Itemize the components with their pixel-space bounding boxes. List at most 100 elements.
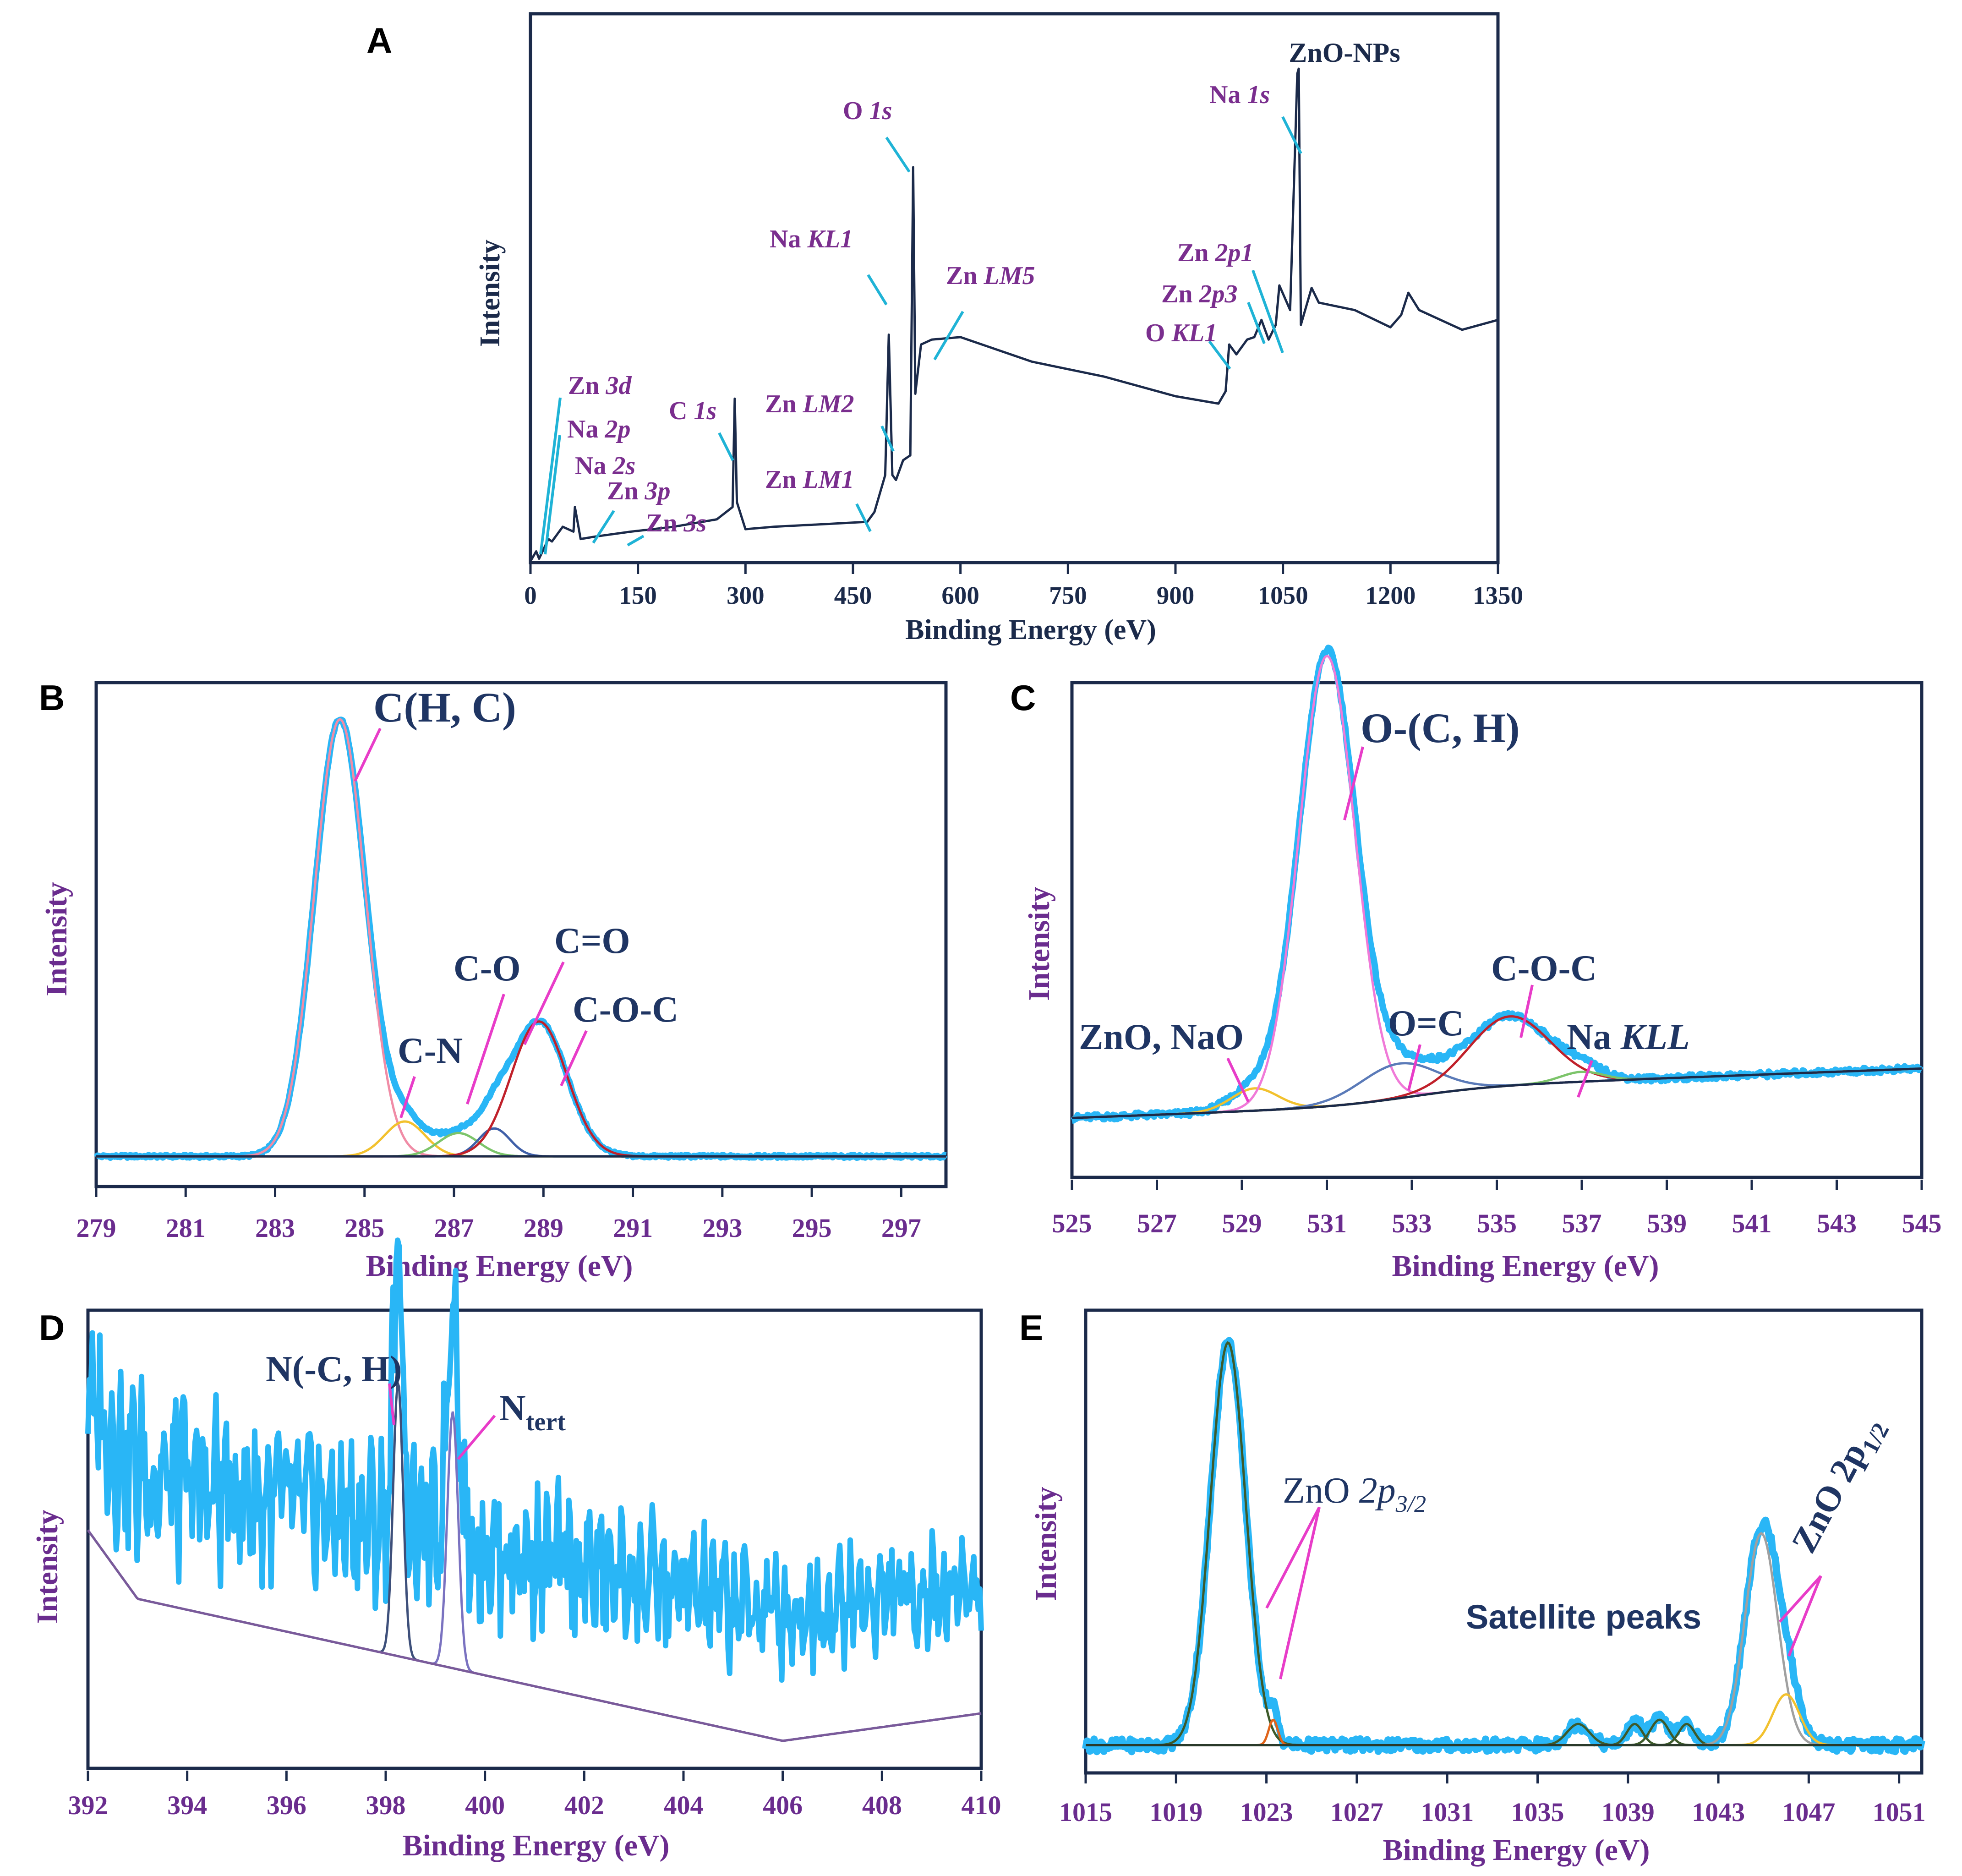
peak-label-zn-2p1: Zn 2p1 [1177, 239, 1254, 267]
x-tick-label: 285 [344, 1213, 384, 1243]
peak-label-zno-2p32-sub: 3/2 [1395, 1491, 1426, 1517]
peak-label-c-o-c: C-O-C [573, 990, 678, 1030]
leader-c-h-c [354, 727, 382, 782]
peak-label-o-1s: O 1s [843, 97, 892, 125]
peak-label-n-tert-base: N [499, 1388, 526, 1428]
peak-element: Na [567, 415, 598, 443]
peak-label-zno-2p12: ZnO 2p1/2 [1783, 1409, 1894, 1562]
peak-element: Na [1209, 81, 1241, 109]
panel-letter-a: A [366, 20, 392, 60]
panel-c-y-axis-label: Intensity [1022, 886, 1056, 1001]
leader-zn-lm2 [880, 425, 895, 452]
baseline-line [87, 1529, 982, 1742]
peak-label-na-1s: Na 1s [1209, 81, 1270, 109]
measured-envelope-line [85, 1237, 984, 1683]
leader-zno-2p12-a [1778, 1575, 1822, 1623]
leader-zn-3d [539, 397, 562, 555]
x-tick-label: 281 [166, 1213, 206, 1243]
leader-o-eq-c [1407, 1044, 1421, 1091]
peak-element: Zn [765, 465, 797, 494]
leader-c-o-c-o1s [1519, 984, 1534, 1038]
panel-c-o1s-chart: C Binding Energy (eV) Intensity 525 527 52… [1010, 645, 1942, 1283]
peak-orbital: KL1 [807, 225, 853, 253]
x-tick-label: 1019 [1149, 1797, 1202, 1827]
x-tick-label: 1035 [1511, 1797, 1564, 1827]
x-tick-label: 392 [68, 1790, 108, 1820]
x-tick-label: 600 [941, 581, 979, 609]
x-tick-label: 398 [366, 1790, 406, 1820]
panel-b-x-ticks: 279 281 283 285 287 289 291 293 295 297 [77, 1187, 921, 1243]
panel-b-c1s-chart: B Binding Energy (eV) Intensity 279 281 28… [39, 678, 948, 1283]
peak-orbital: 3s [683, 509, 707, 537]
peak-element: Zn [607, 477, 639, 505]
peak-element: Zn [946, 262, 978, 290]
x-tick-label: 283 [255, 1213, 295, 1243]
peak-label-zn-3s: Zn 3s [646, 509, 706, 537]
panel-b-fit-components [93, 716, 948, 1161]
x-tick-label: 1027 [1330, 1797, 1383, 1827]
x-tick-label: 545 [1902, 1209, 1942, 1238]
peak-orbital: 3d [606, 372, 632, 400]
peak-label-c-o-c-o1s: C-O-C [1491, 948, 1597, 989]
leader-zn-3s [627, 535, 645, 547]
peak-label-n-tert: Ntert [499, 1388, 566, 1436]
x-tick-label: 539 [1647, 1209, 1687, 1238]
peak-label-o-eq-c: O=C [1388, 1003, 1464, 1044]
leader-na-kll [1577, 1060, 1593, 1098]
x-tick-label: 1051 [1873, 1797, 1926, 1827]
x-tick-label: 394 [167, 1790, 207, 1820]
leader-zn-3p [592, 510, 615, 544]
panel-b-y-axis-label: Intensity [40, 882, 73, 996]
panel-letter-b: B [39, 678, 65, 718]
panel-a-x-ticks: 0 150 300 450 600 750 900 1050 1200 1350 [524, 563, 1523, 609]
panel-e-fit-components [1082, 1337, 1925, 1756]
peak-label-c-1s: C 1s [669, 397, 716, 425]
leader-c-o-c [560, 1030, 588, 1087]
peak-label-zno-2p32: ZnO 2p3/2 [1283, 1471, 1426, 1517]
leader-o-c-h [1343, 746, 1364, 820]
leader-n-c-h [388, 1383, 395, 1425]
x-tick-label: 1200 [1365, 581, 1415, 609]
x-tick-label: 1350 [1473, 581, 1523, 609]
leader-zno-2p12-b [1787, 1575, 1822, 1657]
leader-c-n [399, 1076, 416, 1118]
panel-a-survey-line [529, 67, 1498, 562]
panel-e-x-ticks: 1015 1019 1023 1027 1031 1035 1039 1043 1047 1051 [1059, 1773, 1926, 1827]
peak-orbital: KL1 [1171, 319, 1218, 347]
x-tick-label: 408 [862, 1790, 902, 1820]
x-tick-label: 1015 [1059, 1797, 1112, 1827]
peak-element: Zn [1161, 280, 1193, 308]
panel-b-x-axis-label: Binding Energy (eV) [366, 1249, 633, 1283]
panel-c-frame [1070, 681, 1924, 1179]
panel-letter-d: D [39, 1307, 65, 1348]
x-tick-label: 291 [613, 1213, 653, 1243]
measured-envelope-line [1070, 645, 1924, 1124]
panel-a-peak-annotations: Zn 3d Na 2p Na 2s Zn 3p Zn 3s C 1s Zn LM… [539, 81, 1302, 555]
peak-label-zno-2p32-base: ZnO [1283, 1471, 1359, 1511]
x-tick-label: 1031 [1421, 1797, 1474, 1827]
x-tick-label: 1043 [1692, 1797, 1745, 1827]
x-tick-label: 535 [1477, 1209, 1517, 1238]
x-tick-label: 295 [792, 1213, 832, 1243]
x-tick-label: 402 [564, 1790, 604, 1820]
peak-orbital: LM5 [984, 262, 1035, 290]
x-tick-label: 410 [962, 1790, 1001, 1820]
x-tick-label: 1047 [1782, 1797, 1835, 1827]
peak-label-c-eq-o: C=O [554, 921, 630, 961]
measured-envelope-line [93, 716, 948, 1161]
peak-label-zn-2p3: Zn 2p3 [1161, 280, 1238, 308]
peak-element: Zn [646, 509, 678, 537]
leader-na-2p [544, 435, 561, 555]
leader-zn-2p3 [1247, 301, 1266, 345]
peak-element: Na [770, 225, 801, 253]
x-tick-label: 541 [1732, 1209, 1772, 1238]
peak-orbital: 2s [612, 452, 635, 480]
leader-c-eq-o [523, 961, 565, 1045]
leader-o-1s [885, 137, 911, 173]
peak-element: Na [575, 452, 606, 480]
leader-zno-2p32-a [1265, 1506, 1321, 1609]
peak-orbital: LM2 [803, 390, 854, 418]
x-tick-label: 287 [434, 1213, 474, 1243]
panel-letter-e: E [1019, 1307, 1043, 1348]
peak-label-na-kll-orbital: KLL [1620, 1017, 1690, 1057]
